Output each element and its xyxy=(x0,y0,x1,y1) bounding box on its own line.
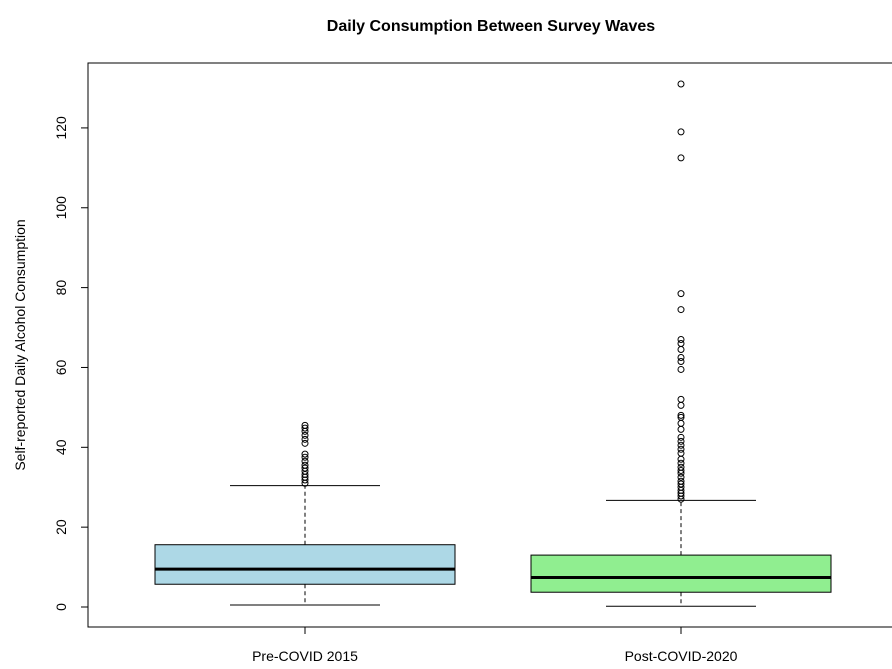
outlier-point xyxy=(677,473,685,481)
outlier-point xyxy=(677,340,685,348)
outlier-point xyxy=(677,463,685,471)
x-tick-label: Post-COVID-2020 xyxy=(625,648,738,664)
x-tick-label: Pre-COVID 2015 xyxy=(252,648,358,664)
outlier-point xyxy=(301,431,309,439)
y-tick-label: 40 xyxy=(53,439,69,455)
outlier-point xyxy=(677,437,685,445)
outlier-point xyxy=(677,306,685,314)
outlier-point xyxy=(677,477,685,485)
outlier-point xyxy=(301,457,309,465)
outlier-point xyxy=(301,450,309,458)
box-post-covid-2020 xyxy=(530,80,832,607)
outlier-point xyxy=(677,365,685,373)
outlier-point xyxy=(677,413,685,421)
y-axis: 0 20 40 60 80 100 120 xyxy=(53,116,89,611)
box-pre-covid-2015 xyxy=(154,421,456,606)
outlier-point xyxy=(301,439,309,447)
outlier-point xyxy=(301,435,309,443)
outlier-point xyxy=(677,419,685,427)
outlier-point xyxy=(677,336,685,344)
y-axis-label: Self-reported Daily Alcohol Consumption xyxy=(12,219,28,470)
y-tick-label: 0 xyxy=(53,603,69,611)
outlier-point xyxy=(677,459,685,467)
outlier-point xyxy=(677,395,685,403)
outlier-point xyxy=(677,290,685,298)
outlier-point xyxy=(677,401,685,409)
y-tick-label: 60 xyxy=(53,359,69,375)
y-tick-label: 100 xyxy=(53,196,69,220)
outlier-point xyxy=(301,453,309,461)
outlier-point xyxy=(677,425,685,433)
outlier-point xyxy=(677,353,685,361)
outlier-point xyxy=(301,464,309,472)
outlier-point xyxy=(301,461,309,469)
x-axis: Pre-COVID 2015 Post-COVID-2020 xyxy=(252,626,738,664)
outlier-point xyxy=(301,424,309,432)
outlier-point xyxy=(677,480,685,488)
outlier-point xyxy=(677,455,685,463)
outlier-point xyxy=(677,154,685,162)
chart-title: Daily Consumption Between Survey Waves xyxy=(327,18,655,35)
outlier-point xyxy=(677,449,685,457)
iqr-box xyxy=(530,554,832,593)
outlier-point xyxy=(677,411,685,419)
outlier-point xyxy=(677,80,685,88)
y-tick-label: 120 xyxy=(53,116,69,140)
plot-frame xyxy=(87,62,892,628)
y-tick-label: 80 xyxy=(53,280,69,296)
outlier-point xyxy=(677,345,685,353)
outlier-point xyxy=(677,445,685,453)
iqr-box xyxy=(154,544,456,585)
outlier-point xyxy=(677,357,685,365)
outlier-point xyxy=(677,441,685,449)
y-tick-label: 20 xyxy=(53,519,69,535)
outlier-point xyxy=(677,466,685,474)
outlier-point xyxy=(301,421,309,429)
boxes-group xyxy=(154,80,832,607)
outlier-point xyxy=(677,433,685,441)
outlier-point xyxy=(677,128,685,136)
